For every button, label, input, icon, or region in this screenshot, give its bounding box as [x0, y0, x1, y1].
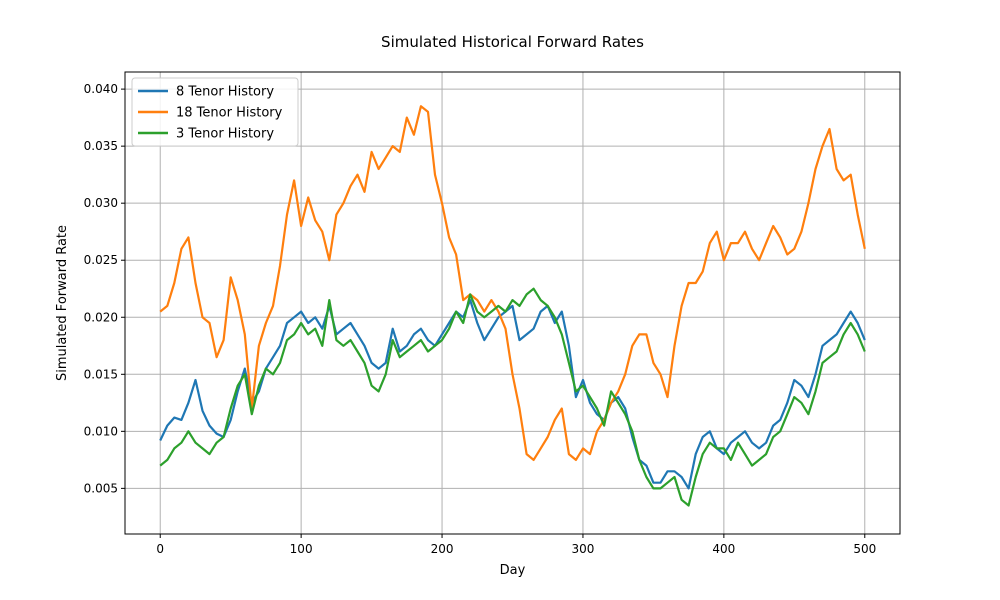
y-tick-label: 0.010 [84, 424, 118, 438]
y-tick-label: 0.030 [84, 196, 118, 210]
series-line-3 [159, 287, 866, 507]
x-tick-label: 200 [431, 542, 454, 556]
series-lines [159, 105, 866, 507]
chart-title: Simulated Historical Forward Rates [381, 33, 644, 51]
legend-label-3: 3 Tenor History [176, 127, 274, 142]
x-tick-label: 100 [290, 542, 313, 556]
x-tick-label: 400 [712, 542, 735, 556]
x-axis-label: Day [500, 563, 526, 578]
series-line-2 [159, 105, 866, 461]
y-tick-label: 0.015 [84, 367, 118, 381]
grid [125, 72, 900, 534]
legend-label-2: 18 Tenor History [176, 106, 283, 121]
y-tick-label: 0.040 [84, 82, 118, 96]
y-tick-label: 0.020 [84, 310, 118, 324]
y-tick-label: 0.005 [84, 481, 118, 495]
y-tick-label: 0.025 [84, 253, 118, 267]
axis-ticks: 0 100 200 300 400 500 0.005 0.010 0.015 0.020 0.02… [84, 82, 877, 556]
series-line-1 [159, 299, 866, 490]
x-tick-label: 0 [156, 542, 164, 556]
legend-box [131, 77, 299, 147]
x-tick-label: 300 [572, 542, 595, 556]
y-tick-label: 0.035 [84, 139, 118, 153]
x-tick-label: 500 [853, 542, 876, 556]
legend: 8 Tenor History 18 Tenor History 3 Tenor H… [131, 77, 299, 147]
plot-area [124, 71, 901, 535]
y-axis-label: Simulated Forward Rate [55, 225, 70, 381]
legend-label-1: 8 Tenor History [176, 85, 274, 100]
